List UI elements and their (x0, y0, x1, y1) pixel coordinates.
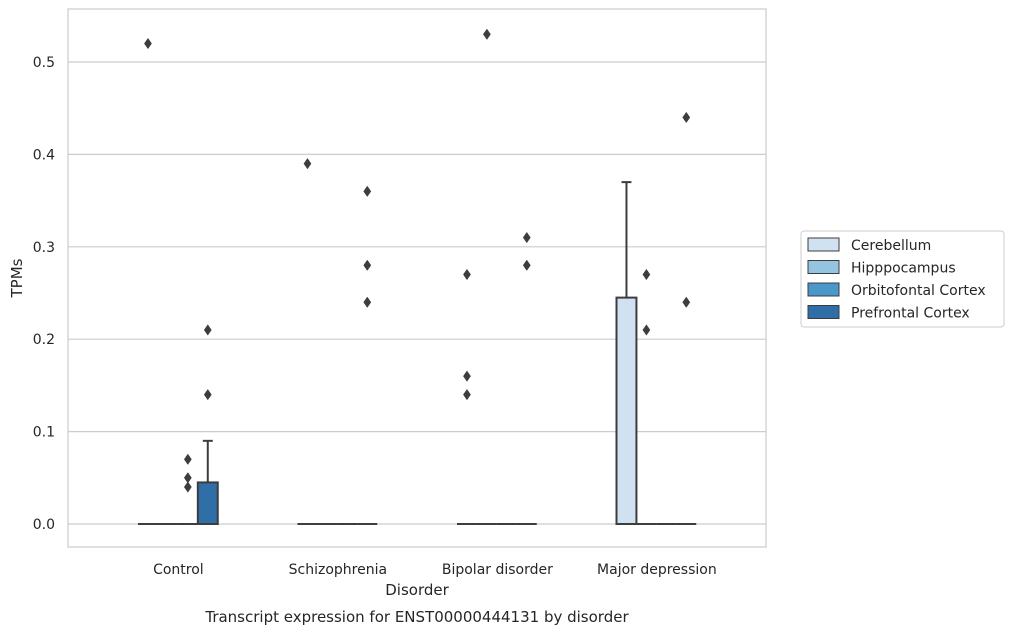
box-body (615, 296, 638, 525)
axis-labels: 0.0 0.1 0.2 0.3 0.4 0.5 Control Schizophrenia Bi… (33, 55, 717, 578)
box-orbitofontal-cortex-control (177, 453, 198, 525)
outlier-point (203, 324, 212, 336)
box-prefrontal-cortex-bipolar-disorder (516, 231, 537, 525)
legend-swatch (807, 237, 840, 252)
box-plot-marks (138, 28, 697, 526)
outlier-point (203, 389, 212, 401)
grid-lines (68, 61, 766, 525)
chart-caption: Transcript expression for ENST0000044413… (204, 608, 629, 626)
outlier-point (363, 259, 372, 271)
legend-frame (800, 230, 1005, 328)
box-hipppocampus-bipolar-disorder (476, 28, 497, 525)
x-tick-label: Major depression (597, 562, 717, 578)
outlier-point (642, 268, 651, 281)
outlier-point (363, 185, 372, 197)
outlier-point (642, 324, 651, 336)
box-prefrontal-cortex-major-depression (676, 111, 697, 525)
outlier-point (183, 481, 192, 493)
box-cerebellum-major-depression (615, 181, 638, 525)
y-tick-label: 0.5 (33, 55, 55, 71)
outlier-point (522, 259, 531, 271)
box-body (196, 481, 219, 526)
outlier-point (183, 453, 192, 465)
x-tick-label: Control (153, 562, 204, 578)
outlier-point (303, 158, 312, 170)
outlier-point (682, 296, 691, 308)
legend-label: Orbitofontal Cortex (851, 283, 986, 299)
box-cerebellum-bipolar-disorder (457, 268, 477, 525)
outlier-point (483, 28, 491, 40)
legend-label: Prefrontal Cortex (851, 306, 970, 322)
y-tick-label: 0.4 (33, 147, 55, 163)
legend-swatch (807, 260, 840, 274)
x-tick-label: Schizophrenia (289, 562, 387, 578)
legend-label: Cerebellum (851, 238, 931, 254)
legend: Cerebellum Hipppocampus Orbitofontal Corte… (800, 230, 1005, 328)
outlier-point (463, 268, 471, 281)
x-tick-label: Bipolar disorder (442, 562, 553, 578)
plot-frame (67, 8, 767, 548)
outlier-point (363, 296, 372, 308)
outlier-point (682, 111, 691, 124)
legend-label: Hipppocampus (851, 261, 956, 277)
y-tick-label: 0.3 (33, 240, 55, 256)
box-prefrontal-cortex-control (196, 324, 219, 526)
box-cerebellum-schizophrenia (297, 158, 318, 525)
box-hipppocampus-major-depression (636, 268, 657, 525)
x-axis-title: Disorder (385, 581, 449, 599)
y-axis-title: TPMs (8, 258, 26, 298)
outlier-point (144, 37, 152, 50)
outlier-point (463, 389, 471, 401)
y-tick-label: 0.2 (33, 332, 55, 348)
y-tick-label: 0.1 (33, 425, 55, 441)
legend-swatch (807, 305, 840, 319)
box-cerebellum-control (138, 37, 158, 525)
legend-swatch (807, 282, 840, 297)
outlier-point (463, 370, 471, 382)
box-prefrontal-cortex-schizophrenia (357, 185, 378, 525)
y-tick-label: 0.0 (33, 517, 55, 533)
outlier-point (522, 231, 531, 244)
